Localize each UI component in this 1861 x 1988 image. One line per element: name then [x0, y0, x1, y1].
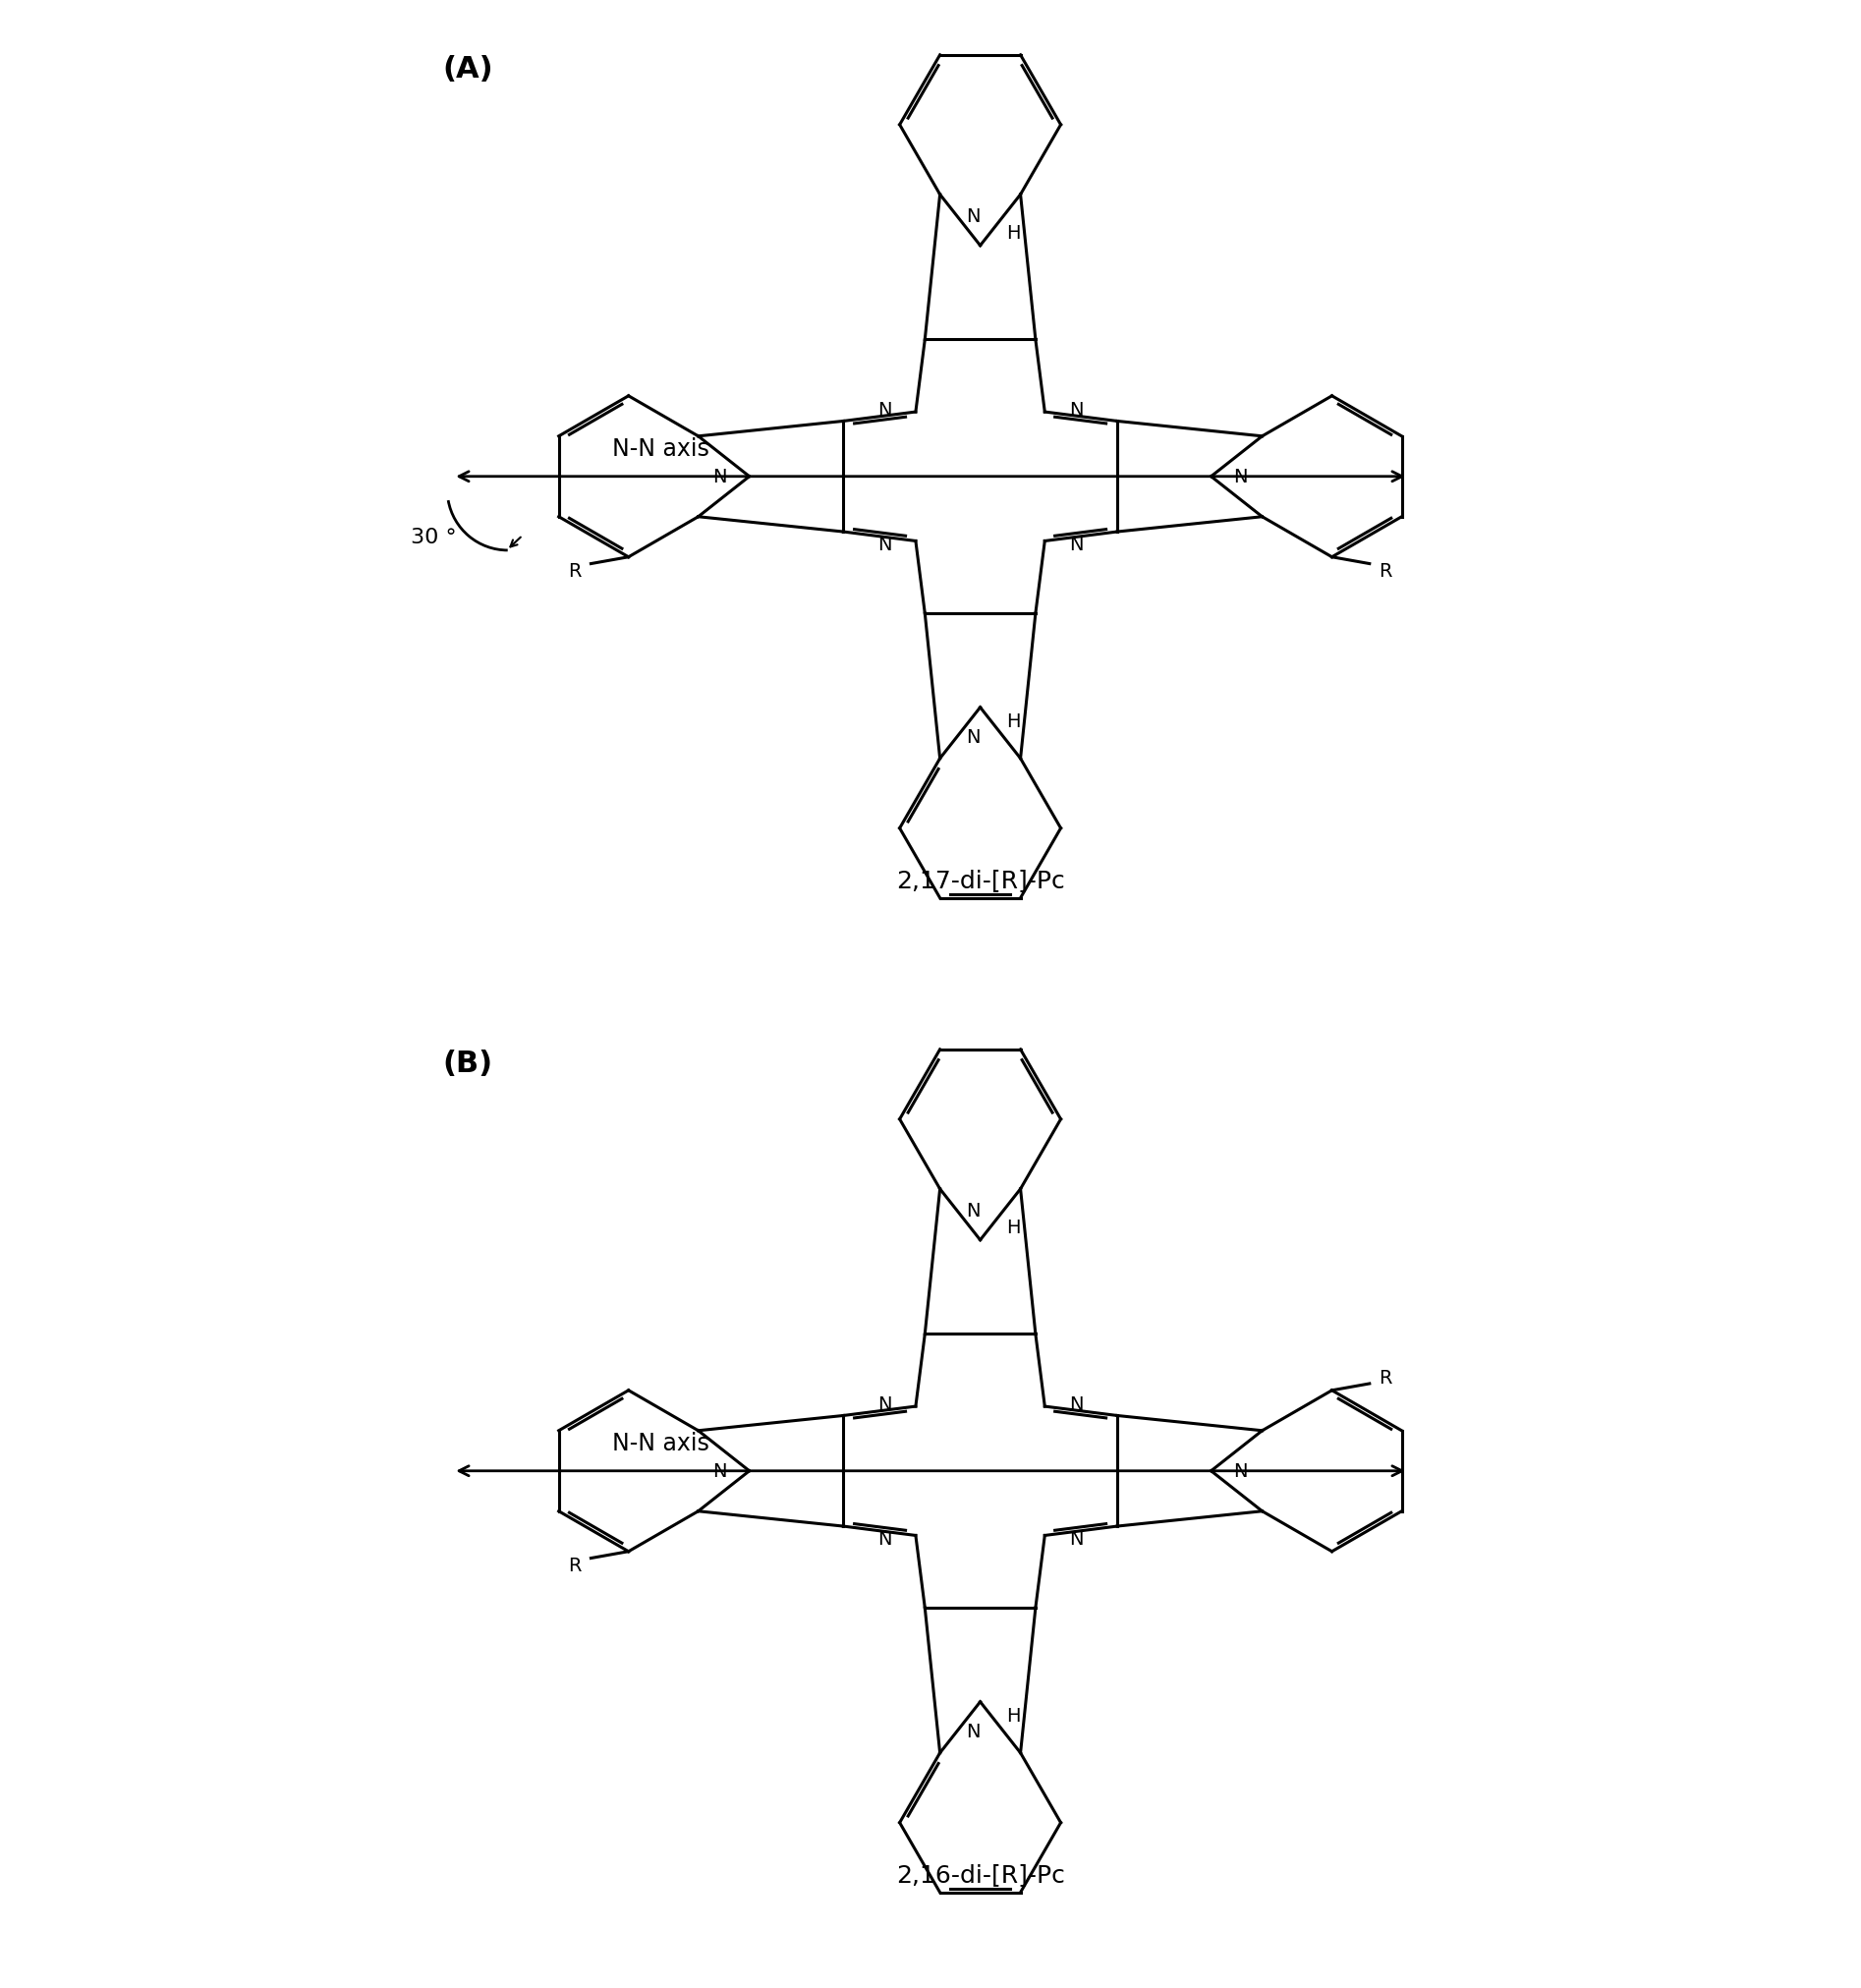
Text: N: N	[1234, 467, 1247, 487]
Text: H: H	[1007, 1217, 1022, 1237]
Text: R: R	[1379, 1368, 1392, 1386]
Text: R: R	[568, 563, 581, 580]
Text: (A): (A)	[443, 56, 493, 83]
Text: N: N	[713, 1461, 728, 1481]
Text: N: N	[713, 467, 728, 487]
Text: H: H	[1007, 1706, 1022, 1726]
Text: 2,17-di-[R]-Pc: 2,17-di-[R]-Pc	[895, 869, 1064, 891]
Text: R: R	[1379, 563, 1392, 580]
Text: N: N	[877, 535, 891, 553]
Text: (B): (B)	[443, 1050, 493, 1077]
Text: N: N	[966, 728, 981, 747]
Text: H: H	[1007, 223, 1022, 243]
Text: R: R	[568, 1557, 581, 1574]
Text: N: N	[877, 402, 891, 419]
Text: N: N	[1068, 535, 1083, 553]
Text: N: N	[877, 1396, 891, 1413]
Text: N: N	[1068, 402, 1083, 419]
Text: 2,16-di-[R]-Pc: 2,16-di-[R]-Pc	[895, 1863, 1064, 1885]
Text: H: H	[1007, 712, 1022, 732]
Text: N: N	[877, 1529, 891, 1547]
Text: N-N axis: N-N axis	[612, 437, 709, 461]
Text: N: N	[966, 207, 981, 227]
Text: 30 °: 30 °	[411, 527, 456, 547]
Text: N-N axis: N-N axis	[612, 1431, 709, 1455]
Text: N: N	[966, 1201, 981, 1221]
Text: N: N	[1234, 1461, 1247, 1481]
Text: N: N	[966, 1722, 981, 1741]
Text: N: N	[1068, 1529, 1083, 1547]
Text: N: N	[1068, 1396, 1083, 1413]
